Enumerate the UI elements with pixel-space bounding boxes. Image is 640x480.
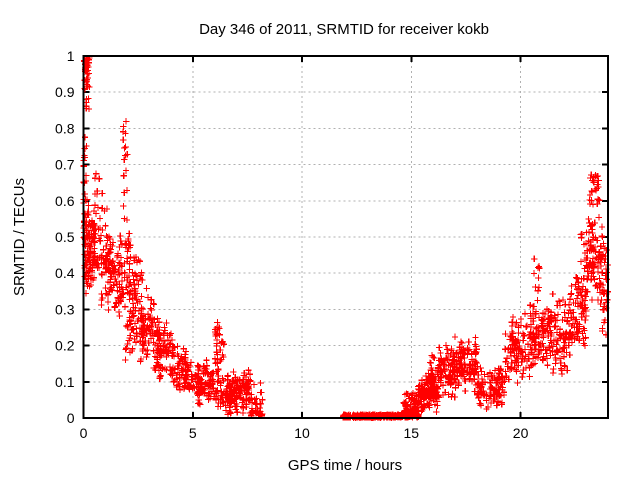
x-tick-label: 5: [189, 425, 197, 441]
scatter-points: [80, 54, 612, 421]
x-tick-label: 15: [404, 425, 420, 441]
x-tick-label: 20: [513, 425, 529, 441]
gridlines: [83, 56, 608, 418]
x-axis-label: GPS time / hours: [288, 457, 402, 474]
y-tick-label: 0.7: [55, 157, 75, 173]
y-tick-label: 0.2: [55, 338, 75, 354]
y-tick-label: 0.1: [55, 374, 75, 390]
y-tick-label: 0.9: [55, 84, 75, 100]
y-tick-label: 0.3: [55, 301, 75, 317]
y-axis-label: SRMTID / TECUs: [11, 178, 28, 296]
y-tick-label: 1: [67, 48, 75, 64]
y-tick-label: 0: [67, 410, 75, 426]
y-tick-label: 0.5: [55, 229, 75, 245]
chart-title: Day 346 of 2011, SRMTID for receiver kok…: [199, 21, 489, 38]
y-tick-label: 0.8: [55, 120, 75, 136]
x-tick-label: 0: [80, 425, 88, 441]
x-tick-label: 10: [294, 425, 310, 441]
y-tick-label: 0.6: [55, 193, 75, 209]
plot-border: [82, 55, 609, 419]
tick-labels: 0 5 10 15 20 0 0.1 0.2 0.3 0.4 0.5 0.6 0.7 0.8 0.9 1: [55, 48, 529, 441]
y-tick-label: 0.4: [55, 265, 75, 281]
